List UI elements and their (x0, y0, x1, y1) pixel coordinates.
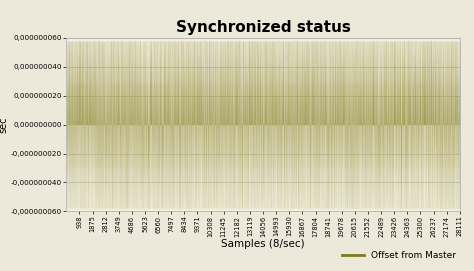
Y-axis label: sec: sec (0, 117, 8, 133)
X-axis label: Samples (8/sec): Samples (8/sec) (221, 240, 305, 249)
Title: Synchronized status: Synchronized status (176, 20, 350, 36)
Legend: Offset from Master: Offset from Master (338, 247, 460, 264)
